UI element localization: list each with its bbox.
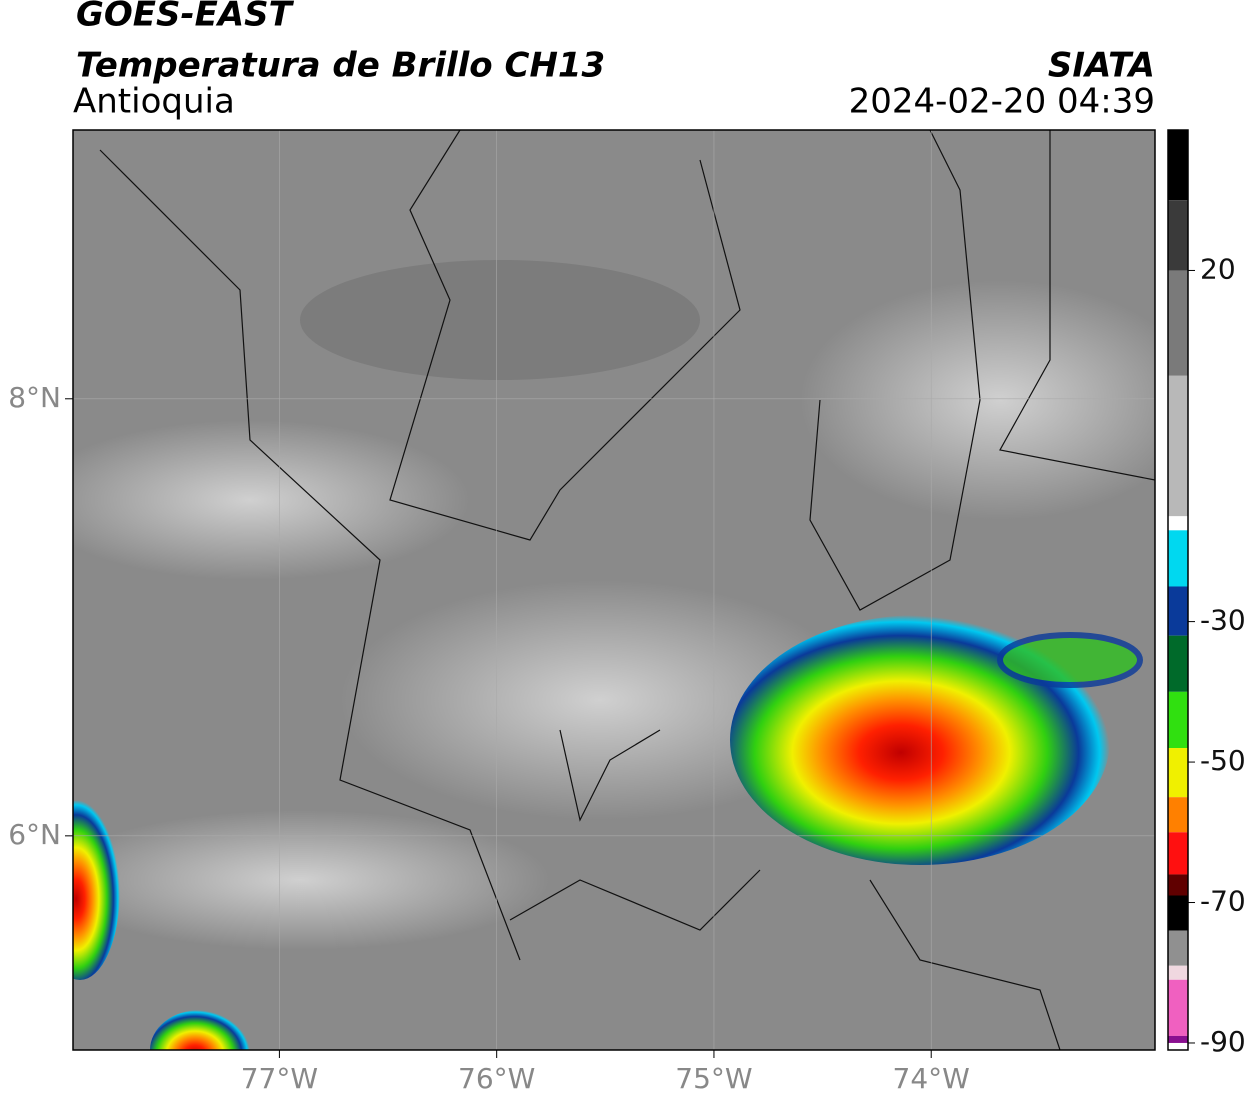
colorbar-segment — [1168, 691, 1188, 749]
colorbar-tick-label: 20 — [1200, 252, 1236, 285]
colorbar-segment — [1168, 130, 1188, 201]
colorbar-segment — [1168, 797, 1188, 833]
colorbar-segment — [1168, 965, 1188, 980]
colorbar-segment — [1168, 586, 1188, 636]
colorbar-segment — [1168, 270, 1188, 376]
colorbar-segment — [1168, 895, 1188, 931]
colorbar-tick-label: -50 — [1200, 744, 1246, 777]
colorbar-segment — [1168, 748, 1188, 798]
x-tick-label: 76°W — [458, 1062, 535, 1095]
x-tick-label: 74°W — [893, 1062, 970, 1095]
colorbar-segment — [1168, 930, 1188, 966]
colorbar-tick-label: -30 — [1200, 604, 1246, 637]
y-tick-label: 8°N — [8, 381, 61, 414]
x-tick-label: 77°W — [241, 1062, 318, 1095]
colorbar-segment — [1168, 375, 1188, 517]
colorbar-segment — [1168, 516, 1188, 531]
source: SIATA — [1048, 46, 1155, 86]
x-tick-label: 75°W — [675, 1062, 752, 1095]
region: Antioquia — [73, 82, 235, 122]
title: GOES-EAST — [76, 0, 295, 35]
colorbar-segment — [1168, 832, 1188, 875]
colorbar-segment — [1168, 530, 1188, 587]
colorbar-segment — [1168, 1042, 1188, 1050]
map-frame — [72, 129, 1156, 1051]
colorbar-segment — [1168, 874, 1188, 896]
subtitle: Temperatura de Brillo CH13 — [76, 46, 605, 86]
colorbar-segment — [1168, 200, 1188, 271]
colorbar-frame — [1167, 129, 1189, 1051]
satellite-image — [73, 130, 1155, 1050]
colorbar-segment — [1168, 979, 1188, 1036]
colorbar-segment — [1168, 635, 1188, 692]
datetime: 2024-02-20 04:39 — [849, 82, 1155, 122]
y-tick-label: 6°N — [8, 818, 61, 851]
colorbar-tick-label: -90 — [1200, 1025, 1246, 1058]
colorbar-tick-label: -70 — [1200, 885, 1246, 918]
colorbar-segment — [1168, 1035, 1188, 1043]
